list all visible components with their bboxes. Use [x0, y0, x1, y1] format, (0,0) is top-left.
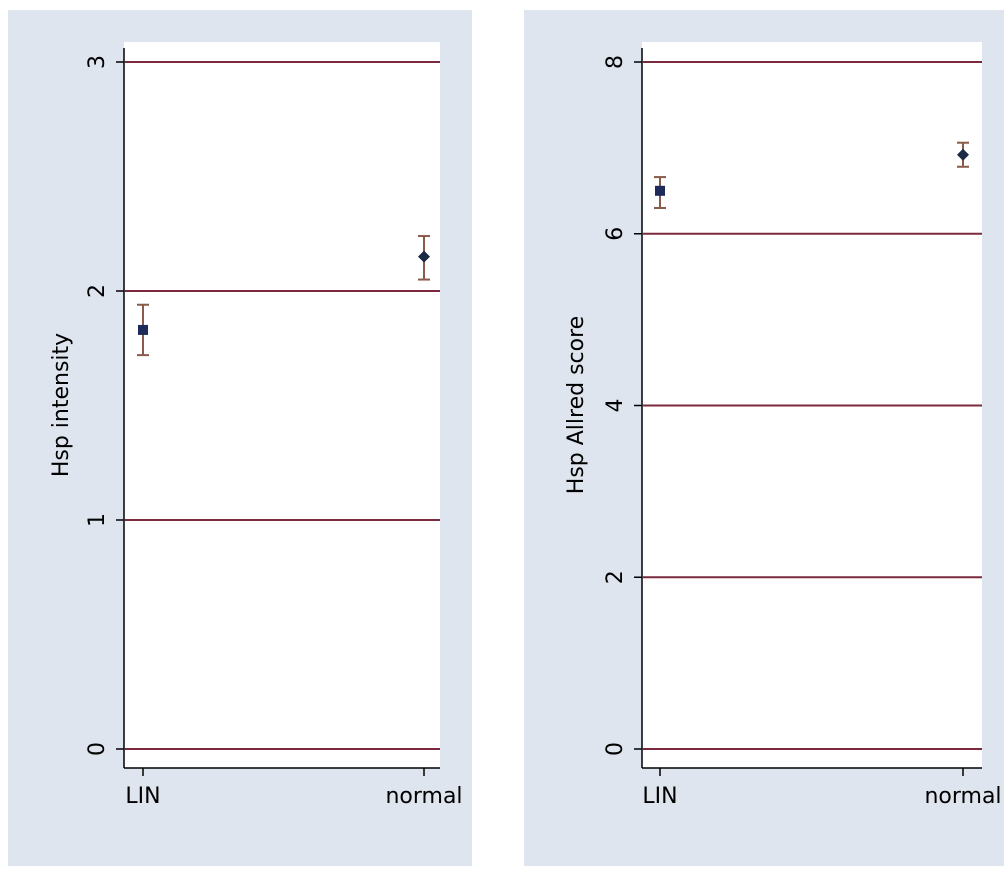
y-tick-label: 0	[85, 742, 110, 756]
y-ticks: 0 1 2 3	[85, 55, 124, 756]
gridlines	[643, 61, 982, 750]
x-tick-label: LIN	[642, 784, 677, 809]
y-tick-label: 3	[85, 55, 110, 69]
axes	[641, 48, 982, 769]
data-marks	[654, 141, 969, 209]
data-point-lin	[137, 303, 149, 357]
y-axis-title: Hsp Allred score	[564, 316, 589, 494]
point-marker	[138, 324, 148, 335]
data-point-normal	[957, 141, 969, 168]
y-axis-title: Hsp intensity	[49, 333, 74, 477]
y-tick-label: 0	[603, 742, 628, 756]
point-marker	[957, 148, 969, 161]
plot-area	[124, 42, 440, 768]
data-point-lin	[654, 176, 666, 209]
x-ticks: LIN normal	[125, 768, 463, 809]
x-tick-label: normal	[385, 784, 462, 809]
y-tick-label: 1	[85, 513, 110, 527]
y-ticks: 0 2 4 6 8	[603, 55, 642, 756]
chart-panel-hsp-intensity: 0 1 2 3 LIN normal Hsp intensity	[8, 10, 472, 866]
y-tick-label: 6	[603, 227, 628, 241]
data-point-normal	[418, 235, 430, 281]
data-marks	[137, 235, 430, 357]
y-tick-label: 2	[603, 570, 628, 584]
chart-panel-hsp-allred-score: 0 2 4 6 8 LIN normal Hsp Allred score	[524, 10, 1004, 866]
x-tick-label: LIN	[125, 784, 160, 809]
gridlines	[125, 61, 440, 750]
y-tick-label: 2	[85, 284, 110, 298]
axes	[123, 48, 440, 769]
y-tick-label: 8	[603, 55, 628, 69]
x-ticks: LIN normal	[642, 768, 1002, 809]
point-marker	[418, 250, 430, 263]
point-marker	[655, 185, 665, 196]
y-tick-label: 4	[603, 399, 628, 413]
x-tick-label: normal	[924, 784, 1001, 809]
